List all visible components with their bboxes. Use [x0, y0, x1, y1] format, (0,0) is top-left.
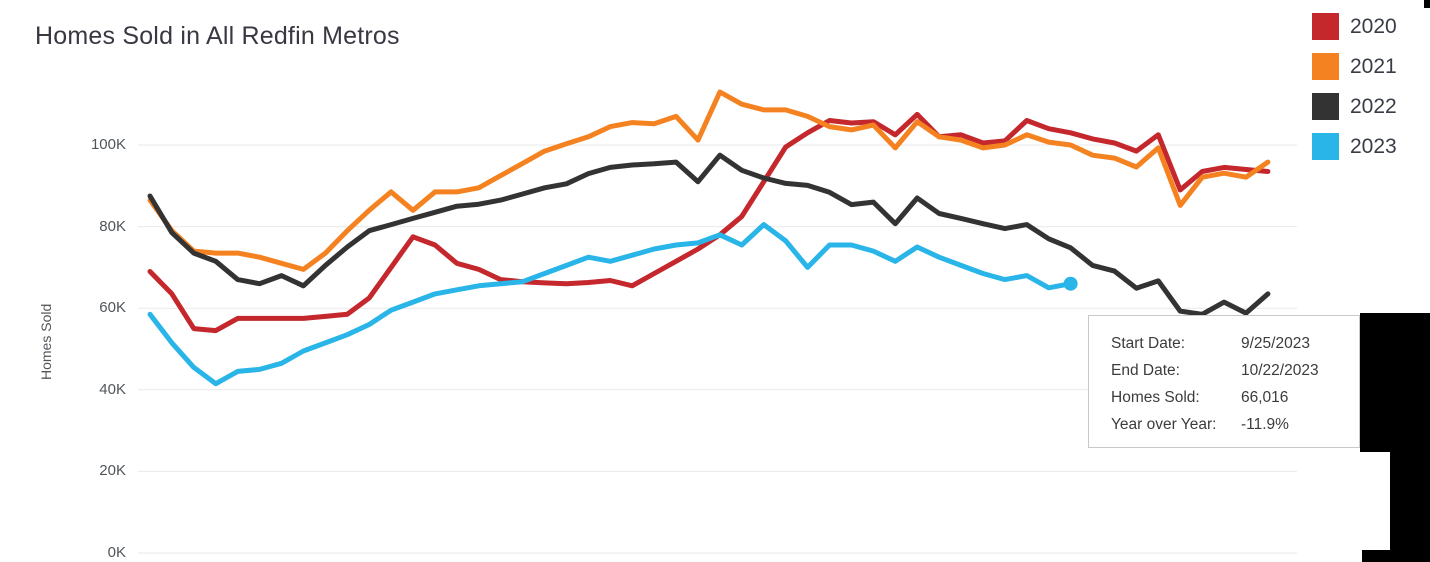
- legend: 2020 2021 2022 2023: [1312, 13, 1397, 160]
- tooltip-yoy-label: Year over Year:: [1111, 416, 1217, 433]
- legend-label-2022: 2022: [1350, 94, 1397, 118]
- chart-title: Homes Sold in All Redfin Metros: [35, 22, 400, 50]
- y-tick-label: 0K: [107, 544, 126, 561]
- legend-item-2023[interactable]: 2023: [1312, 133, 1397, 160]
- redaction-block: [1362, 550, 1430, 562]
- redaction-block: [1360, 313, 1430, 452]
- legend-item-2020[interactable]: 2020: [1312, 13, 1397, 40]
- tooltip-start-date-label: Start Date:: [1111, 335, 1186, 352]
- y-tick-label: 40K: [99, 380, 126, 398]
- redaction-block: [1390, 452, 1430, 550]
- y-tick-label: 20K: [99, 462, 126, 480]
- tooltip-start-date-value: 9/25/2023: [1241, 335, 1310, 352]
- selected-point-marker[interactable]: [1063, 276, 1078, 291]
- hover-tooltip: Start Date: 9/25/2023 End Date: 10/22/20…: [1088, 315, 1360, 448]
- legend-swatch-2022-icon: [1312, 93, 1339, 120]
- tooltip-end-date-label: End Date:: [1111, 362, 1180, 379]
- tooltip-end-date-value: 10/22/2023: [1241, 362, 1319, 379]
- legend-swatch-2021-icon: [1312, 53, 1339, 80]
- legend-swatch-2023-icon: [1312, 133, 1339, 160]
- series-line-2022[interactable]: [147, 152, 1271, 317]
- legend-label-2021: 2021: [1350, 54, 1397, 78]
- series-line-2020[interactable]: [147, 111, 1271, 334]
- series-line-2021[interactable]: [147, 89, 1271, 272]
- legend-item-2021[interactable]: 2021: [1312, 53, 1397, 80]
- tooltip-rows: Start Date: 9/25/2023 End Date: 10/22/20…: [1089, 316, 1359, 438]
- y-tick-label: 60K: [99, 299, 126, 317]
- series-line-2023[interactable]: [147, 222, 1074, 387]
- tooltip-homes-sold-value: 66,016: [1241, 389, 1289, 406]
- y-tick-label: 100K: [90, 136, 126, 153]
- tooltip-yoy-value: -11.9%: [1241, 416, 1289, 433]
- redaction-block: [1424, 0, 1430, 8]
- legend-item-2022[interactable]: 2022: [1312, 93, 1397, 120]
- legend-label-2023: 2023: [1350, 134, 1397, 158]
- y-tick-label: 80K: [99, 217, 126, 235]
- legend-label-2020: 2020: [1350, 14, 1397, 38]
- legend-swatch-2020-icon: [1312, 13, 1339, 40]
- tooltip-homes-sold-label: Homes Sold:: [1111, 389, 1200, 406]
